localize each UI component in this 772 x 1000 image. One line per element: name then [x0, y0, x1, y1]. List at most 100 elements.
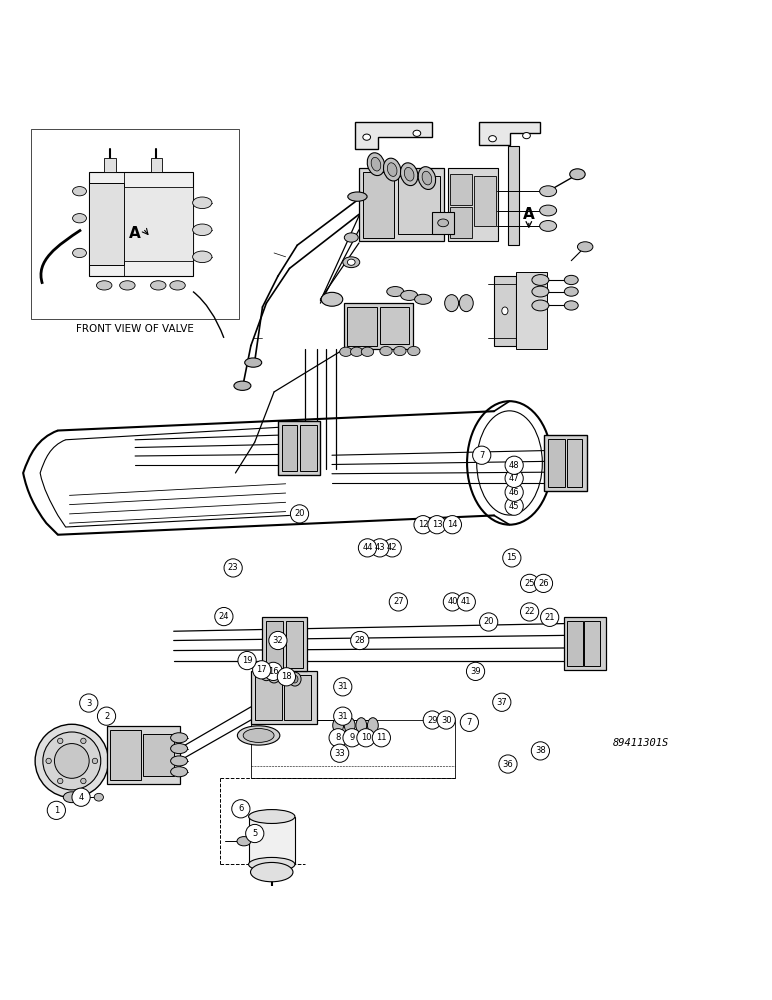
Ellipse shape — [289, 672, 301, 686]
Text: 23: 23 — [228, 563, 239, 572]
Circle shape — [238, 651, 256, 670]
Ellipse shape — [278, 671, 290, 685]
Circle shape — [414, 516, 432, 534]
Bar — [450, 207, 472, 238]
Circle shape — [72, 788, 90, 806]
Ellipse shape — [344, 233, 358, 242]
Text: 17: 17 — [256, 665, 267, 674]
Ellipse shape — [245, 358, 262, 367]
Text: 19: 19 — [242, 656, 252, 665]
Text: 7: 7 — [479, 451, 484, 460]
Text: 26: 26 — [538, 579, 549, 588]
Text: 22: 22 — [524, 607, 535, 616]
Ellipse shape — [540, 221, 557, 231]
Ellipse shape — [415, 294, 432, 304]
Text: 20: 20 — [483, 617, 494, 626]
Text: A: A — [129, 226, 141, 241]
Ellipse shape — [347, 259, 355, 265]
Ellipse shape — [171, 744, 188, 754]
Circle shape — [389, 593, 408, 611]
Ellipse shape — [57, 778, 63, 784]
Ellipse shape — [343, 257, 360, 268]
Circle shape — [245, 824, 264, 843]
Ellipse shape — [96, 281, 112, 290]
Text: 20: 20 — [294, 509, 305, 518]
Circle shape — [534, 574, 553, 592]
Ellipse shape — [438, 219, 449, 227]
Ellipse shape — [43, 732, 100, 790]
Ellipse shape — [292, 675, 298, 683]
Bar — [89, 172, 193, 276]
Text: FRONT VIEW OF VALVE: FRONT VIEW OF VALVE — [76, 324, 194, 334]
Bar — [266, 621, 283, 668]
Circle shape — [334, 707, 352, 725]
Circle shape — [350, 631, 369, 650]
Ellipse shape — [249, 857, 295, 871]
Ellipse shape — [401, 163, 418, 186]
Ellipse shape — [171, 733, 188, 743]
Text: 33: 33 — [334, 749, 345, 758]
Ellipse shape — [401, 290, 418, 300]
Ellipse shape — [281, 674, 287, 681]
Bar — [262, 617, 307, 671]
Text: 24: 24 — [218, 612, 229, 621]
Ellipse shape — [394, 346, 406, 356]
Circle shape — [428, 516, 446, 534]
Ellipse shape — [250, 862, 293, 882]
Ellipse shape — [321, 292, 343, 306]
Bar — [516, 272, 547, 349]
Ellipse shape — [387, 287, 404, 297]
Bar — [300, 425, 317, 471]
Text: 12: 12 — [418, 520, 428, 529]
Ellipse shape — [81, 738, 86, 744]
Circle shape — [383, 539, 401, 557]
Bar — [564, 617, 606, 670]
Ellipse shape — [237, 837, 251, 846]
Text: 39: 39 — [470, 667, 481, 676]
Circle shape — [499, 755, 517, 773]
Circle shape — [466, 662, 485, 680]
Text: 16: 16 — [268, 667, 279, 676]
Ellipse shape — [405, 167, 414, 181]
Text: 13: 13 — [432, 520, 442, 529]
Ellipse shape — [271, 672, 277, 680]
Ellipse shape — [81, 778, 86, 784]
Bar — [450, 174, 472, 205]
Ellipse shape — [356, 718, 367, 733]
Ellipse shape — [249, 810, 295, 823]
Text: 30: 30 — [441, 716, 452, 725]
Bar — [359, 168, 444, 241]
Circle shape — [493, 693, 511, 711]
Bar — [107, 726, 180, 784]
Circle shape — [47, 801, 66, 819]
Ellipse shape — [523, 133, 530, 139]
Text: 41: 41 — [461, 597, 472, 606]
Text: 15: 15 — [506, 553, 517, 562]
Ellipse shape — [170, 281, 185, 290]
Bar — [398, 176, 440, 234]
Bar — [344, 303, 413, 349]
Text: 28: 28 — [354, 636, 365, 645]
Circle shape — [372, 729, 391, 747]
Circle shape — [334, 678, 352, 696]
Ellipse shape — [467, 401, 552, 525]
Ellipse shape — [459, 295, 473, 312]
Ellipse shape — [193, 197, 212, 209]
Text: 3: 3 — [86, 699, 91, 708]
Ellipse shape — [388, 163, 397, 176]
Bar — [249, 817, 295, 864]
Ellipse shape — [151, 281, 166, 290]
Bar — [567, 621, 583, 666]
Ellipse shape — [422, 171, 432, 185]
Polygon shape — [355, 122, 432, 149]
Bar — [548, 439, 565, 487]
Polygon shape — [508, 146, 519, 245]
Circle shape — [505, 469, 523, 487]
Circle shape — [531, 742, 550, 760]
Bar — [347, 307, 377, 346]
Ellipse shape — [348, 192, 367, 201]
Text: 4: 4 — [79, 793, 83, 802]
Circle shape — [358, 539, 377, 557]
Circle shape — [505, 497, 523, 515]
Bar — [89, 183, 124, 265]
